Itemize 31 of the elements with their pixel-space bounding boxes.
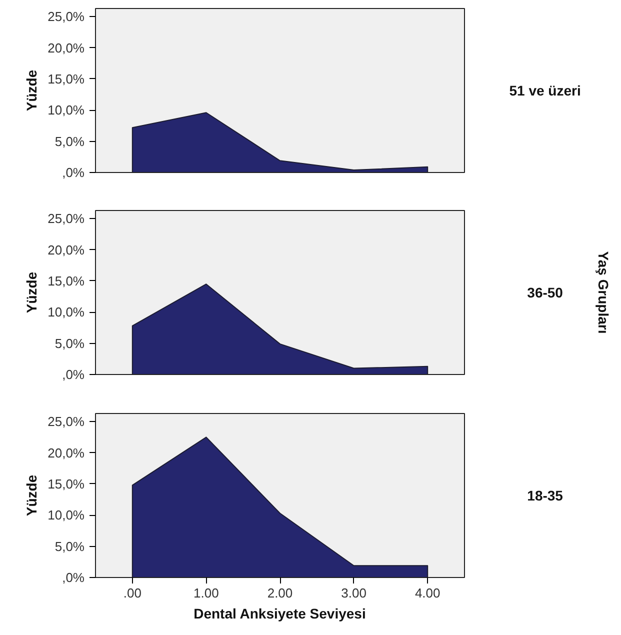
y-tick-label: ,0% <box>62 367 85 382</box>
y-tick-label: 15,0% <box>48 476 85 492</box>
x-tick-label: 1.00 <box>194 586 219 600</box>
y2-axis-title: Yaş Grupları <box>596 251 612 334</box>
y-tick-label: 5,0% <box>54 336 85 351</box>
text: 18-35 <box>527 488 564 504</box>
y-tick-label: 25,0% <box>48 9 85 24</box>
y-tick-label: 10,0% <box>48 102 85 118</box>
x-tick-label: 3.00 <box>341 586 366 600</box>
y-tick-label: ,0% <box>62 165 85 180</box>
y-tick-label: 15,0% <box>48 71 85 86</box>
y-tick-label: 10,0% <box>48 304 85 320</box>
y-axis-title: Yüzde <box>24 474 40 516</box>
y-tick-label: 5,0% <box>54 134 85 149</box>
text: 51 ve üzeri <box>509 82 581 98</box>
text: 36-50 <box>527 284 564 300</box>
x-tick-label: .00 <box>123 586 142 600</box>
y-tick-label: 20,0% <box>48 445 85 460</box>
y-tick-label: 15,0% <box>48 273 85 288</box>
y-tick-label: 20,0% <box>48 242 85 258</box>
y-tick-label: ,0% <box>62 570 85 585</box>
x-tick-label: 4.00 <box>414 586 440 600</box>
y-axis-title: Yüzde <box>24 70 40 112</box>
y-axis-title: Yüzde <box>24 272 40 314</box>
y-tick-label: 20,0% <box>48 40 85 56</box>
y-tick-label: 25,0% <box>48 414 85 430</box>
y-tick-label: 10,0% <box>48 508 85 523</box>
x-tick-label: 2.00 <box>267 586 293 600</box>
y-tick-label: 5,0% <box>54 538 85 554</box>
y-tick-label: 25,0% <box>48 211 85 226</box>
x-axis-title: Dental Anksiyete Seviyesi <box>194 606 366 622</box>
